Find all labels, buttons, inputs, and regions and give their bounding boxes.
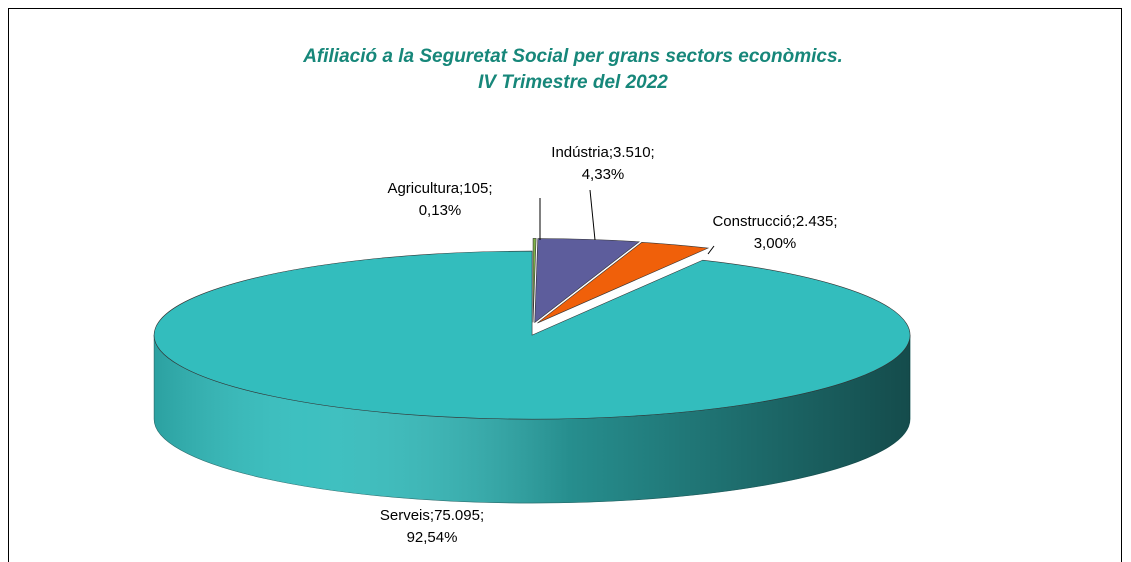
slice — [153, 250, 911, 420]
label-separator: ; — [651, 144, 655, 161]
label-separator: ; — [833, 213, 837, 230]
slice — [534, 238, 640, 324]
label-line: Serveis;75.095; — [380, 507, 484, 524]
label-category: Construcció — [712, 213, 791, 230]
label-separator: ; — [488, 180, 492, 197]
data-label: Serveis;75.095; 92,54% — [380, 507, 484, 546]
label-value: 3.510 — [613, 144, 651, 161]
data-label: Agricultura;105; 0,13% — [387, 180, 492, 219]
leader-line — [707, 245, 715, 255]
label-category: Agricultura — [387, 180, 459, 197]
chart-title: IV Trimestre del 2022 — [478, 72, 668, 93]
label-separator: ; — [480, 507, 484, 524]
data-label: Construcció;2.435; 3,00% — [712, 213, 837, 252]
label-separator: ; — [459, 180, 463, 197]
data-label: Indústria;3.510; 4,33% — [551, 144, 654, 183]
label-category: Indústria — [551, 144, 609, 161]
slice — [537, 242, 710, 324]
slice — [532, 238, 537, 323]
label-line: Construcció;2.435; — [712, 213, 837, 230]
label-percentage: 92,54% — [407, 529, 458, 546]
label-value: 2.435 — [796, 213, 834, 230]
label-percentage: 0,13% — [419, 202, 462, 219]
label-separator: ; — [430, 507, 434, 524]
leader-line — [589, 189, 596, 241]
label-separator: ; — [609, 144, 613, 161]
label-value: 105 — [463, 180, 488, 197]
label-line: Agricultura;105; — [387, 180, 492, 197]
chart-title: Afiliació a la Seguretat Social per gran… — [302, 46, 843, 67]
label-value: 75.095 — [434, 507, 480, 524]
label-category: Serveis — [380, 507, 430, 524]
label-percentage: 4,33% — [582, 166, 625, 183]
label-separator: ; — [792, 213, 796, 230]
label-line: Indústria;3.510; — [551, 144, 654, 161]
label-percentage: 3,00% — [754, 235, 797, 252]
